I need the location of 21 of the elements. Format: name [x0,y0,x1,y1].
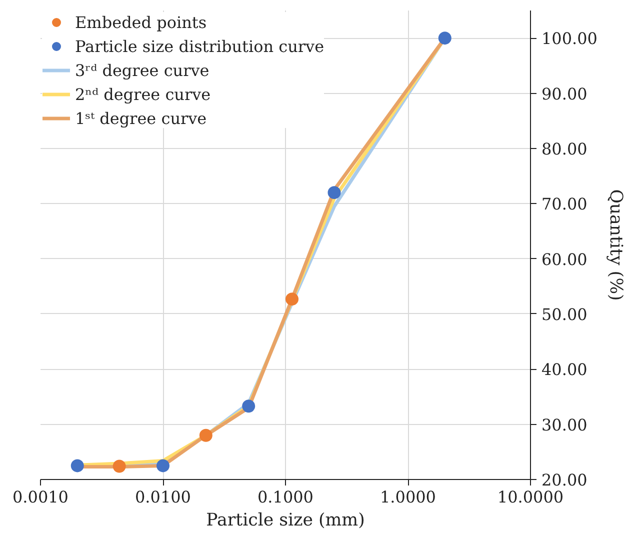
legend-label: Particle size distribution curve [75,36,324,56]
y-tick-label: 100.00 [542,29,598,48]
y-axis-title: Quantity (%) [605,189,626,301]
x-tick-label: 10.0000 [497,488,564,506]
y-tick-label: 60.00 [542,250,588,269]
y-tick-label: 70.00 [542,194,588,214]
x-tick-label: 0.1000 [258,488,314,506]
y-tick-label: 50.00 [542,304,588,324]
y-tick-label: 90.00 [542,84,588,104]
legend-label: 3ʳᵈ degree curve [75,60,210,80]
x-tick-label: 1.0000 [380,488,436,506]
y-tick-label: 80.00 [542,139,588,158]
legend-label: Embeded points [75,12,207,32]
x-tick-label: 0.0010 [12,488,68,506]
legend-label: 2ⁿᵈ degree curve [75,84,211,104]
x-axis-title: Particle size (mm) [206,510,365,530]
y-tick-label: 30.00 [542,415,588,434]
y-tick-label: 40.00 [542,360,588,380]
legend-label: 1ˢᵗ degree curve [75,108,207,128]
y-tick-label: 20.00 [542,470,588,490]
x-tick-label: 0.0100 [135,488,191,506]
